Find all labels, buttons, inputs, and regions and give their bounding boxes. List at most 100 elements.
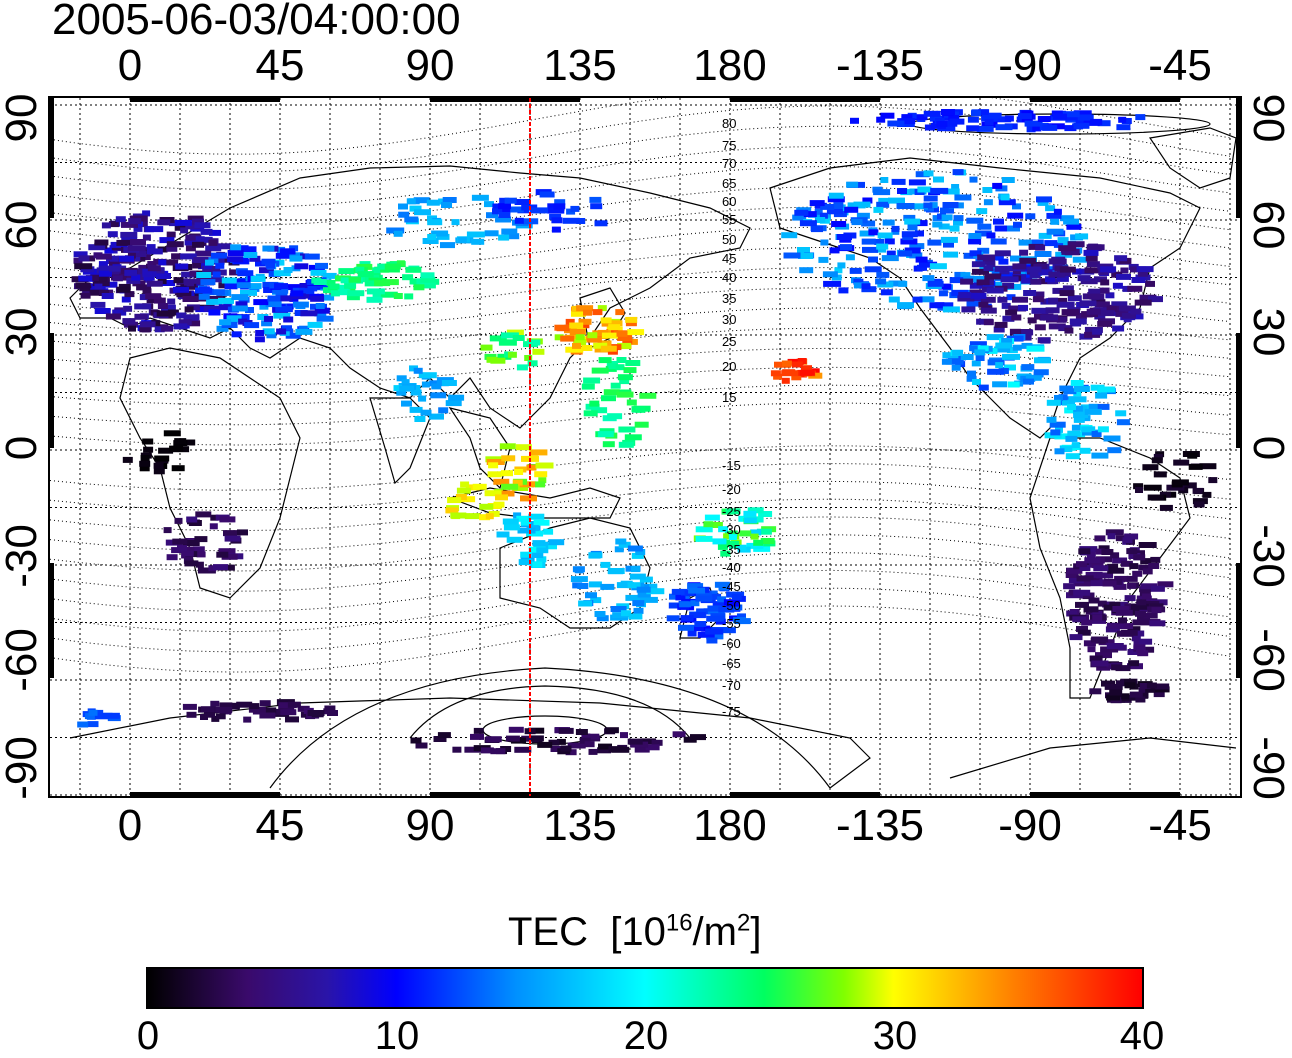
tec-cell [938,223,950,230]
tec-cell [1032,296,1044,303]
tec-cell [924,205,934,212]
tec-cell [427,219,443,226]
tec-cell [1121,312,1136,319]
tec-cell [1092,328,1103,335]
tec-cell [645,744,660,751]
tec-cell [966,217,984,224]
tec-cell [157,219,171,226]
tec-cell [1157,581,1174,588]
tec-cell [460,481,470,488]
tec-cell [949,225,960,232]
tec-cell [90,301,106,308]
tec-cell [450,512,467,519]
tec-cell [374,280,391,287]
tec-cell [1103,604,1116,611]
tec-cell [820,203,835,210]
tec-cell [98,270,112,277]
tec-cell [77,721,89,728]
tec-cell [953,219,963,226]
tec-cell [584,741,595,748]
tec-cell [1073,580,1091,587]
tec-cell [253,299,269,306]
tec-cell [739,530,752,537]
tec-cell [221,277,237,284]
tec-cell [1085,255,1098,262]
tec-cell [122,318,136,325]
tec-cell [195,236,205,243]
tec-cell [539,191,555,198]
tec-cell [705,628,724,635]
tec-cell [133,225,143,232]
tec-cell [1040,337,1051,344]
tec-cell [844,206,859,213]
tec-cell [1199,463,1217,470]
tec-cell [876,271,890,278]
tec-cell [1006,347,1018,354]
tec-cell [565,346,584,353]
tec-cell [880,289,893,296]
tec-cell [1086,261,1100,268]
tec-cell [300,310,318,317]
tec-cell [1100,266,1117,273]
tec-cell [1121,693,1130,700]
tec-cell [88,244,106,251]
tec-cell [1064,407,1081,414]
tec-cell [1106,694,1121,701]
tec-cell [166,554,178,561]
tec-cell [666,615,680,622]
top-tick-m135: -135 [835,41,925,90]
tec-cell [993,116,1012,123]
tec-cell [565,749,577,756]
tec-cell [307,321,323,328]
tec-cell [236,282,251,289]
tec-cell [823,280,842,287]
tec-cell [490,357,506,364]
tec-cell [968,238,982,245]
tec-cell [1073,122,1090,129]
tec-cell [287,284,302,291]
tec-cell [1046,399,1061,406]
tec-cell [1023,290,1037,296]
tec-cell [172,538,188,545]
tec-cell [180,283,197,290]
tec-cell [1088,597,1100,604]
tec-cell [213,564,228,571]
tec-cell [1031,307,1049,314]
tec-cell [995,362,1004,369]
tec-cell [1067,430,1081,437]
tec-cell [1107,563,1119,570]
tec-cell [1069,318,1087,325]
tec-cell [1053,208,1062,215]
tec-cell [505,735,520,742]
tec-cell [1147,494,1164,501]
tec-cell [409,278,423,285]
tec-cell [591,367,609,374]
tec-cell [405,266,422,273]
tec-cell [588,552,601,559]
tec-cell [166,245,178,252]
tec-cell [122,456,133,463]
tec-cell [366,288,385,295]
tec-cell [554,324,571,331]
tec-cell [457,237,467,244]
tec-cell [634,421,649,428]
tec-cell [1138,270,1148,277]
tec-cell [1073,390,1082,397]
tec-cell [238,318,248,325]
tec-cell [134,313,148,320]
tec-cell [909,252,923,259]
tec-cell [1106,622,1124,629]
tec-cell [255,260,266,267]
tec-cell [153,468,165,475]
tec-cell [1112,557,1128,564]
tec-cell [92,280,110,287]
tec-cell [969,289,985,296]
tec-cell [1057,237,1069,244]
tec-cell [625,316,638,323]
tec-cell [635,406,646,413]
tec-cell [997,296,1008,303]
tec-cell [703,521,714,528]
tec-cell [145,226,164,233]
tec-cell [1084,331,1101,338]
tec-cell [230,244,242,251]
